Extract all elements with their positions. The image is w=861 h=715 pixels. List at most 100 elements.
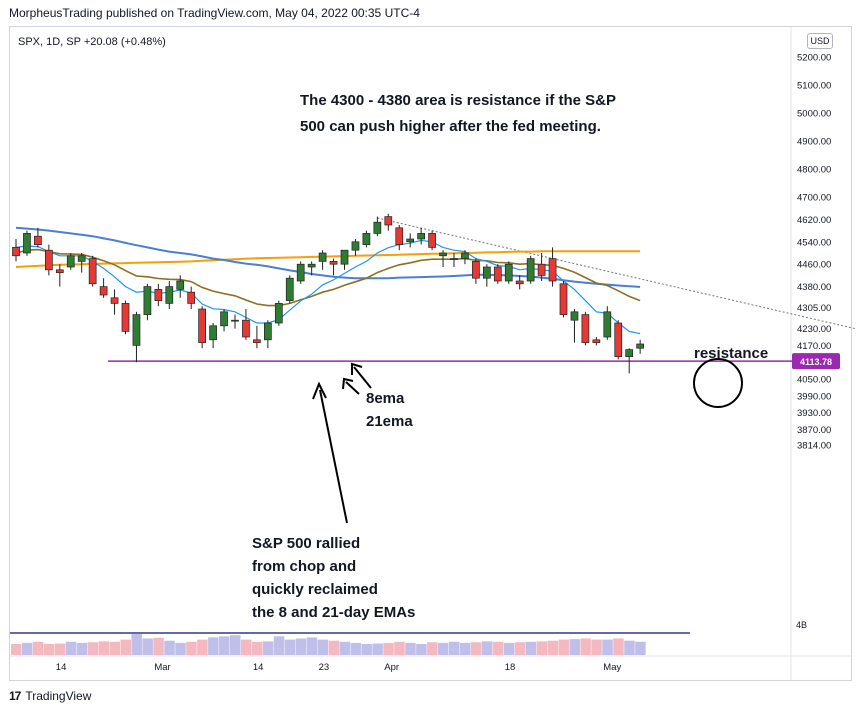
time-tick-label: May: [603, 662, 621, 673]
time-tick-label: 23: [319, 662, 330, 673]
volume-bar: [175, 642, 186, 655]
candle-body: [472, 261, 480, 279]
sma200-line: [15, 250, 641, 268]
candle-body: [176, 280, 185, 290]
candle-body: [165, 286, 174, 304]
price-tick-label: 3990.00: [797, 391, 831, 402]
candle-body: [296, 263, 305, 282]
annotation-rally-line3: quickly reclaimed: [252, 581, 378, 598]
time-tick-label: 14: [253, 662, 264, 673]
candle-body: [12, 247, 20, 257]
candle-body: [66, 255, 75, 268]
price-tick-label: 5000.00: [797, 109, 831, 120]
candle-body: [428, 233, 436, 248]
candle-body: [88, 258, 97, 285]
price-tick-label: 4305.00: [797, 303, 831, 314]
candle-body: [154, 289, 163, 301]
price-axis[interactable]: 5200.00 5100.00 5000.00 4900.00 4800.00 4700.…: [797, 53, 831, 452]
candle-body: [274, 303, 283, 324]
resistance-circle: [693, 358, 743, 408]
candle-body: [537, 263, 546, 276]
price-tick-label: 3930.00: [797, 408, 831, 419]
arrow-21ema-head: [342, 377, 354, 390]
volume-bar: [54, 643, 66, 655]
time-tick-label: 18: [505, 662, 516, 673]
price-tick-label: 5200.00: [797, 53, 831, 64]
volume-bar: [438, 642, 449, 655]
price-tick-label: 3814.00: [797, 441, 831, 452]
time-tick-label: Mar: [154, 662, 170, 673]
candle-body: [515, 280, 524, 285]
volume-bar: [635, 641, 646, 655]
volume-bar: [306, 637, 318, 655]
candle-body: [34, 235, 42, 245]
volume-bar: [98, 641, 110, 655]
arrow-21ema: [345, 381, 360, 395]
candle-body: [439, 252, 447, 257]
candle-body: [187, 291, 196, 304]
volume-bar: [131, 634, 142, 655]
volume-bar: [317, 639, 329, 655]
arrow-rally: [319, 389, 348, 524]
volume-bar: [120, 639, 131, 655]
support-price-tag: [792, 353, 840, 370]
arrow-8ema: [353, 366, 372, 389]
volume-bar: [197, 639, 208, 655]
candle-body: [417, 233, 425, 240]
volume-bar: [591, 639, 602, 655]
volume-bar: [536, 641, 548, 655]
candle-body: [285, 277, 294, 301]
volume-bar: [32, 641, 44, 655]
volume-bar: [503, 642, 515, 655]
volume-bar: [602, 639, 613, 655]
candle-body: [329, 261, 338, 265]
candle-body: [242, 319, 250, 338]
candle-body: [581, 314, 590, 343]
volume-bar: [470, 642, 482, 655]
candle-body: [44, 249, 53, 271]
volume-bar: [65, 641, 77, 655]
time-tick-label: 14: [56, 662, 67, 673]
volume-bar: [492, 641, 504, 655]
volume-bar: [339, 641, 350, 655]
annotation-rally-line4: the 8 and 21-day EMAs: [252, 604, 415, 621]
volume-bars: [10, 632, 690, 655]
annotation-top-line1: The 4300 - 4380 area is resistance if th…: [300, 92, 616, 109]
time-axis[interactable]: 14 Mar 14 23 Apr 18 May: [56, 662, 622, 673]
candle-body: [603, 311, 612, 338]
candle-body: [559, 283, 568, 315]
volume-bar: [383, 642, 394, 655]
support-line-group: 4113.78: [108, 353, 840, 370]
price-tick-label: 3870.00: [797, 425, 831, 436]
currency-button[interactable]: USD: [807, 33, 833, 49]
arrow-8ema-head: [351, 362, 363, 375]
volume-bar: [558, 639, 569, 655]
candle-body: [231, 319, 239, 322]
candle-body: [636, 343, 645, 349]
volume-bar: [514, 642, 526, 655]
candle-body: [23, 233, 31, 254]
chart-frame: [9, 26, 852, 681]
candle-body: [132, 314, 141, 346]
volume-bar: [459, 642, 471, 655]
ema8-line: [15, 239, 641, 335]
volume-bar: [87, 642, 99, 655]
candle-body: [198, 308, 206, 343]
volume-bar: [21, 642, 33, 655]
annotation-21ema: 21ema: [366, 413, 413, 430]
tradingview-footer[interactable]: 17 TradingView: [9, 689, 91, 703]
candle-body: [351, 241, 360, 251]
volume-scale-label: 4B: [796, 620, 807, 630]
volume-bar: [580, 638, 591, 655]
volume-bar: [295, 638, 307, 655]
volume-bar: [394, 641, 405, 655]
volume-bar: [219, 636, 230, 655]
volume-bar: [230, 635, 241, 655]
volume-bar: [547, 640, 559, 655]
volume-bar: [427, 642, 438, 655]
volume-bar: [624, 640, 635, 655]
candle-body: [99, 286, 108, 296]
volume-bar: [262, 641, 274, 655]
footer-brand: TradingView: [25, 689, 92, 703]
